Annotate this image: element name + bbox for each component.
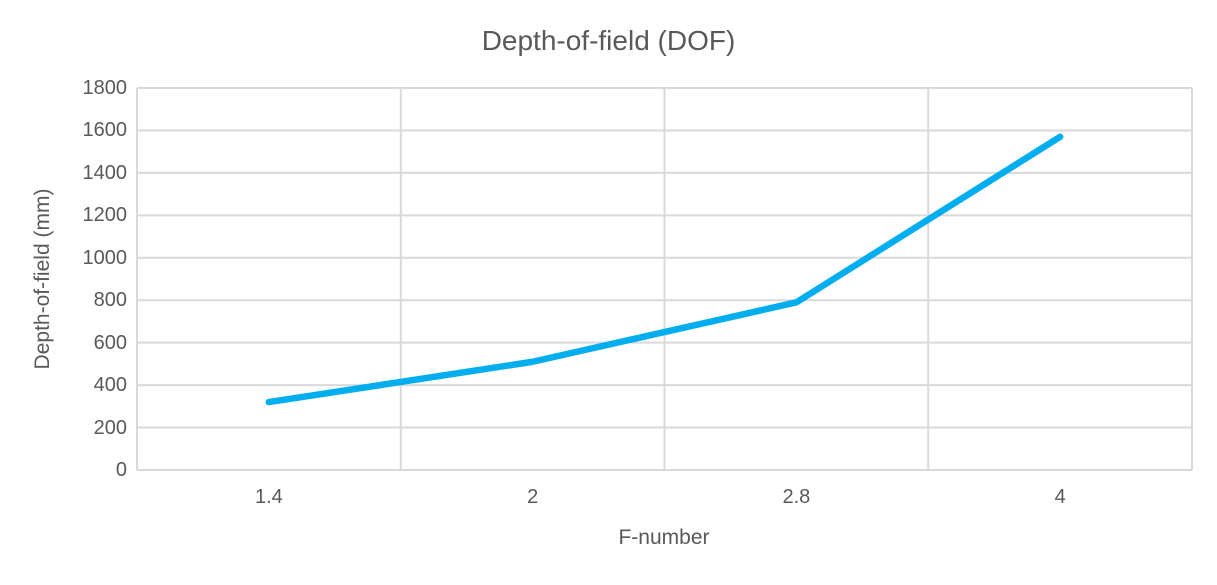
y-tick-label: 200: [93, 416, 127, 439]
y-tick-label: 800: [93, 289, 127, 312]
y-tick-label: 0: [115, 459, 127, 481]
y-tick-label: 1600: [82, 119, 128, 142]
y-tick-label: 1800: [82, 77, 128, 99]
y-tick-label: 1200: [82, 204, 128, 227]
y-tick-label: 1000: [82, 246, 128, 269]
y-tick-label: 400: [93, 374, 127, 397]
y-tick-label: 600: [93, 331, 127, 354]
x-tick-label: 1.4: [254, 486, 283, 508]
x-tick-label: 4: [1054, 486, 1066, 508]
chart-title: Depth-of-field (DOF): [481, 25, 736, 56]
data-line: [265, 133, 1064, 406]
y-tick-label: 1400: [82, 161, 128, 184]
x-tick-label: 2: [527, 486, 539, 508]
plot-area: [136, 87, 1193, 471]
x-axis-title: F-number: [618, 526, 710, 549]
x-tick-label: 2.8: [782, 486, 811, 508]
